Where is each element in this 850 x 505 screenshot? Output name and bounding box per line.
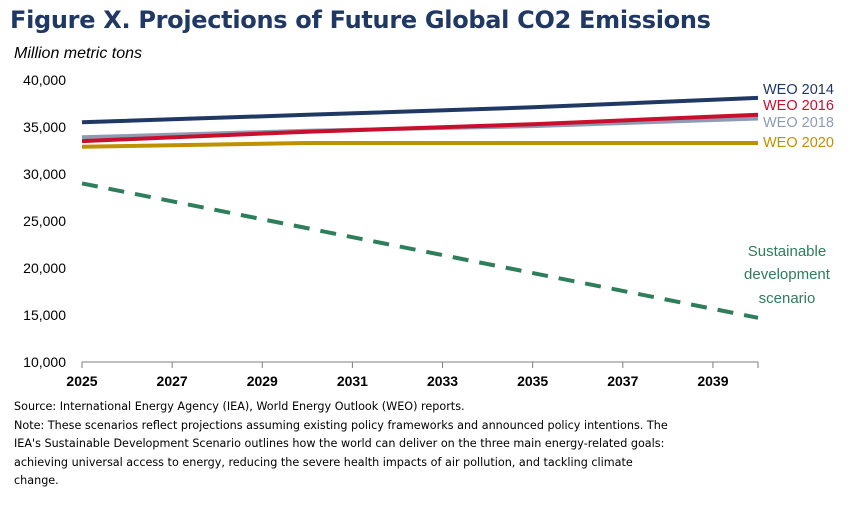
chart-notes: Source: International Energy Agency (IEA… [14,398,844,491]
x-tick-label: 2037 [607,373,638,389]
line-chart: 10,000 15,000 20,000 25,000 30,000 35,000 40,0… [23,72,834,389]
x-tick-label: 2033 [427,373,458,389]
series-line-sustainable-development-scenario [81,181,759,320]
x-axis-ticks: 2025 2027 2029 2031 2033 2035 2037 2039 [66,362,759,389]
x-tick-label: 2035 [517,373,548,389]
legend-label-weo-2020: WEO 2020 [763,135,834,151]
series-line-weo-2020 [81,141,758,149]
chart-title: Figure X. Projections of Future Global C… [10,6,711,34]
legend-label-weo-2014: WEO 2014 [763,82,834,98]
y-tick-label: 15,000 [23,307,66,323]
note-line-3: achieving universal access to energy, re… [14,455,633,469]
chart-subtitle: Million metric tons [14,45,143,62]
legend-label-weo-2018: WEO 2018 [763,115,834,131]
sds-annotation: Sustainable development scenario [744,243,831,307]
source-note: Source: International Energy Agency (IEA… [14,400,465,413]
annotation-line: Sustainable [748,243,826,260]
annotation-line: development [744,266,831,283]
x-tick-label: 2039 [697,373,728,389]
annotation-line: scenario [759,290,816,307]
x-tick-label: 2027 [157,373,188,389]
x-tick-label: 2025 [66,373,97,389]
note-line-4: change. [14,474,59,488]
y-tick-label: 10,000 [23,354,66,370]
y-tick-label: 25,000 [23,213,66,229]
series-line-weo-2014 [81,95,759,125]
x-tick-label: 2031 [337,373,368,389]
legend-label-weo-2016: WEO 2016 [763,98,834,114]
series-lines [81,95,759,320]
y-axis-ticks: 10,000 15,000 20,000 25,000 30,000 35,000 40,0… [23,72,66,370]
x-tick-label: 2029 [247,373,278,389]
y-tick-label: 35,000 [23,119,66,135]
series-line-weo-2016 [81,112,759,144]
y-tick-label: 30,000 [23,166,66,182]
y-tick-label: 40,000 [23,72,66,88]
note-line-1: Note: These scenarios reflect projection… [14,418,668,432]
y-tick-label: 20,000 [23,260,66,276]
note-line-2: IEA's Sustainable Development Scenario o… [14,437,665,451]
